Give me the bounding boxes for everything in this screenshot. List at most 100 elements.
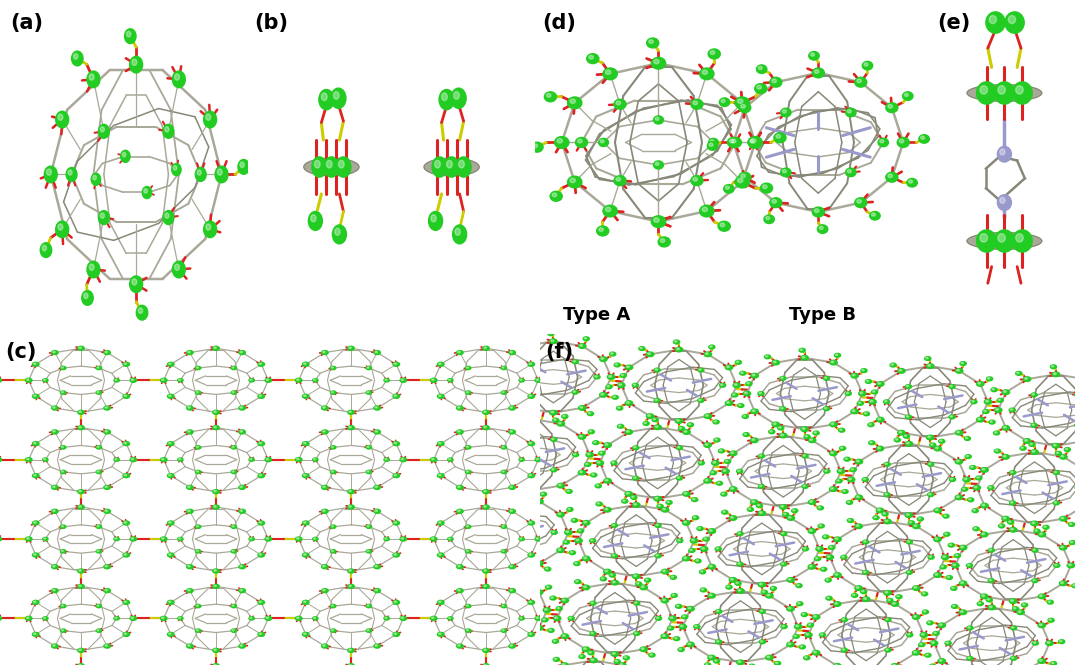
Circle shape — [232, 605, 234, 607]
Circle shape — [919, 135, 929, 143]
Circle shape — [725, 460, 731, 464]
Circle shape — [693, 178, 698, 181]
Circle shape — [126, 31, 131, 37]
Circle shape — [710, 530, 712, 531]
Circle shape — [555, 136, 569, 148]
Circle shape — [489, 652, 492, 653]
Circle shape — [173, 261, 186, 278]
Circle shape — [930, 665, 933, 666]
Circle shape — [907, 571, 909, 572]
Circle shape — [864, 571, 866, 572]
Circle shape — [553, 640, 556, 641]
Circle shape — [501, 525, 507, 528]
Circle shape — [578, 470, 585, 475]
Circle shape — [856, 496, 860, 498]
Circle shape — [323, 589, 325, 591]
Circle shape — [457, 512, 464, 517]
Circle shape — [96, 470, 102, 474]
Circle shape — [647, 352, 653, 357]
Circle shape — [788, 578, 791, 580]
Circle shape — [701, 589, 704, 590]
Circle shape — [591, 602, 593, 603]
Circle shape — [752, 439, 755, 440]
Circle shape — [322, 486, 328, 490]
Circle shape — [432, 157, 447, 177]
Circle shape — [692, 516, 699, 520]
Circle shape — [348, 664, 354, 668]
Circle shape — [554, 419, 556, 420]
Circle shape — [707, 142, 718, 150]
Circle shape — [600, 140, 604, 143]
Circle shape — [599, 393, 607, 397]
Circle shape — [714, 421, 716, 422]
Circle shape — [366, 366, 372, 369]
Circle shape — [528, 362, 535, 366]
Circle shape — [726, 401, 732, 405]
Circle shape — [715, 547, 721, 551]
Circle shape — [336, 157, 351, 177]
Circle shape — [78, 346, 84, 350]
Circle shape — [852, 594, 855, 596]
Circle shape — [486, 515, 491, 519]
Circle shape — [684, 492, 687, 494]
Circle shape — [60, 605, 66, 608]
Circle shape — [58, 224, 63, 230]
Circle shape — [558, 513, 561, 515]
Circle shape — [885, 462, 890, 466]
Circle shape — [546, 94, 551, 98]
Circle shape — [792, 509, 798, 512]
Circle shape — [27, 379, 29, 381]
Circle shape — [739, 103, 751, 113]
Circle shape — [240, 510, 243, 512]
Circle shape — [214, 665, 216, 666]
Circle shape — [444, 609, 446, 611]
Circle shape — [595, 375, 597, 377]
Circle shape — [535, 537, 541, 541]
Circle shape — [348, 346, 354, 350]
Circle shape — [700, 68, 714, 79]
Circle shape — [616, 178, 621, 181]
Circle shape — [626, 366, 630, 367]
Circle shape — [502, 605, 504, 607]
Circle shape — [60, 525, 66, 528]
Circle shape — [456, 157, 471, 177]
Circle shape — [708, 138, 718, 146]
Circle shape — [809, 500, 815, 504]
Circle shape — [705, 663, 708, 665]
Circle shape — [905, 415, 912, 419]
Circle shape — [528, 601, 535, 605]
Circle shape — [809, 438, 815, 443]
Circle shape — [526, 409, 532, 413]
Circle shape — [567, 508, 573, 511]
Circle shape — [437, 362, 444, 366]
Circle shape — [26, 537, 32, 541]
Circle shape — [984, 410, 986, 411]
Circle shape — [633, 502, 640, 507]
Circle shape — [240, 162, 244, 168]
Circle shape — [572, 360, 578, 363]
Circle shape — [929, 463, 931, 464]
Circle shape — [472, 494, 474, 496]
Circle shape — [232, 550, 234, 552]
Circle shape — [590, 632, 596, 635]
Circle shape — [848, 110, 851, 113]
Circle shape — [684, 430, 687, 432]
Circle shape — [968, 657, 970, 659]
Circle shape — [458, 407, 460, 408]
Circle shape — [265, 378, 271, 382]
Circle shape — [33, 474, 36, 476]
Circle shape — [195, 446, 201, 449]
Circle shape — [715, 439, 717, 440]
Circle shape — [634, 477, 636, 478]
Circle shape — [197, 367, 199, 368]
Circle shape — [604, 508, 611, 512]
Circle shape — [501, 550, 507, 553]
Circle shape — [258, 394, 265, 398]
Circle shape — [961, 582, 963, 584]
Circle shape — [835, 603, 838, 604]
Circle shape — [178, 458, 183, 462]
Circle shape — [178, 617, 183, 620]
Circle shape — [892, 603, 895, 604]
Circle shape — [765, 355, 771, 359]
Circle shape — [672, 576, 674, 578]
